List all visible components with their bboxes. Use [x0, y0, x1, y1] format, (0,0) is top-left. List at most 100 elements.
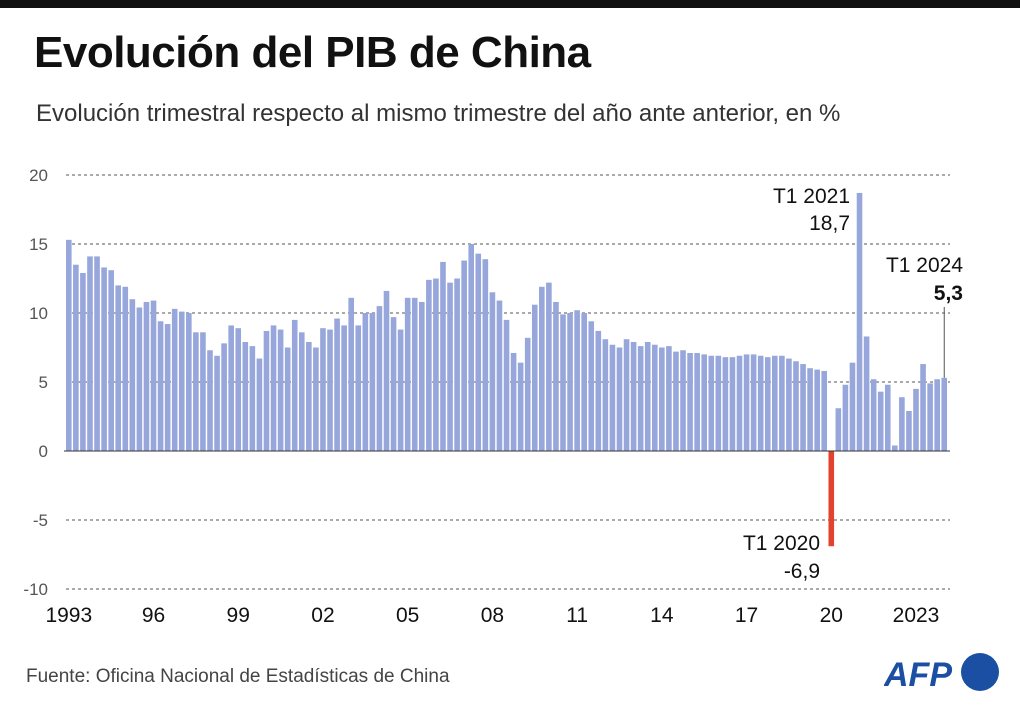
bar [341, 325, 347, 451]
bar [920, 364, 926, 451]
afp-logo: AFP [884, 653, 999, 694]
bar [136, 307, 143, 451]
bar [242, 341, 249, 451]
bar [200, 332, 206, 451]
bar [171, 308, 178, 451]
bar [73, 264, 79, 451]
bar [186, 313, 192, 451]
bar [397, 329, 404, 451]
bar [355, 325, 362, 451]
bar [821, 370, 828, 451]
annotation-value: 5,3 [934, 282, 963, 305]
bar [376, 306, 383, 451]
bar [496, 300, 503, 451]
bar [87, 256, 93, 451]
bar [249, 346, 256, 451]
bar [320, 328, 326, 451]
bar [129, 299, 136, 451]
bar [157, 321, 164, 451]
bar [433, 278, 439, 451]
bar [94, 256, 100, 451]
bar [80, 272, 86, 451]
annotation-label: T1 2024 [886, 254, 963, 277]
bar [115, 285, 122, 451]
bar [694, 353, 700, 451]
bar [609, 344, 616, 451]
bar [489, 292, 496, 451]
bar [101, 267, 107, 451]
bar [510, 353, 517, 451]
bar [743, 354, 750, 451]
svg-text:AFP: AFP [884, 656, 952, 694]
bar [729, 357, 736, 451]
bar [143, 301, 150, 451]
bar [228, 325, 234, 451]
x-tick-label: 08 [481, 604, 504, 627]
x-tick-label: 05 [396, 604, 419, 627]
bar [892, 445, 898, 451]
annotation-label: T1 2020 [743, 532, 820, 555]
bar [447, 282, 453, 451]
bar [553, 301, 559, 451]
bar [856, 192, 863, 451]
y-tick-label: 15 [29, 235, 48, 254]
bar [595, 330, 602, 451]
bar [849, 362, 856, 451]
bar [531, 304, 538, 451]
x-tick-label: 1993 [45, 604, 92, 627]
y-tick-label: 0 [39, 442, 48, 461]
y-tick-label: 20 [29, 166, 48, 185]
bar [807, 368, 813, 451]
y-tick-label: -10 [23, 580, 48, 599]
bar [334, 318, 340, 451]
bar [651, 344, 658, 451]
y-tick-label: 5 [39, 373, 48, 392]
bar [828, 451, 835, 547]
bar [313, 347, 319, 451]
source-note: Fuente: Oficina Nacional de Estadísticas… [26, 666, 450, 687]
bar [616, 347, 623, 451]
bar [221, 343, 227, 451]
x-tick-label: 14 [650, 604, 674, 627]
bar [602, 339, 609, 451]
bar [150, 300, 157, 451]
bar [630, 341, 637, 451]
bar [235, 328, 242, 451]
bar [362, 313, 369, 451]
bar [722, 357, 729, 451]
bar [581, 313, 587, 451]
bar [588, 321, 595, 451]
bar [899, 397, 905, 451]
bar [666, 346, 672, 451]
annotation-label: T1 2021 [773, 185, 850, 208]
bar [503, 319, 510, 451]
bar [66, 239, 72, 451]
bar [369, 313, 376, 451]
bar [454, 278, 460, 451]
bar [419, 301, 425, 451]
bar [524, 337, 531, 451]
bar [298, 332, 305, 451]
x-tick-label: 2023 [893, 604, 940, 627]
bar [284, 347, 291, 451]
bar [842, 384, 849, 451]
bar [764, 357, 771, 451]
bar [546, 282, 552, 451]
y-tick-label: -5 [33, 511, 48, 530]
bar [793, 361, 799, 451]
x-tick-label: 99 [227, 604, 250, 627]
bar [736, 355, 743, 451]
bar [574, 310, 580, 451]
bar [440, 261, 446, 451]
x-tick-label: 20 [820, 604, 843, 627]
bar [263, 330, 270, 451]
bar [786, 358, 792, 451]
chart-title: Evolución del PIB de China [34, 28, 591, 77]
bar [680, 350, 686, 451]
bar [835, 408, 842, 451]
bar [256, 358, 263, 451]
bar [701, 354, 707, 451]
bar [644, 341, 651, 451]
bar [277, 329, 284, 451]
